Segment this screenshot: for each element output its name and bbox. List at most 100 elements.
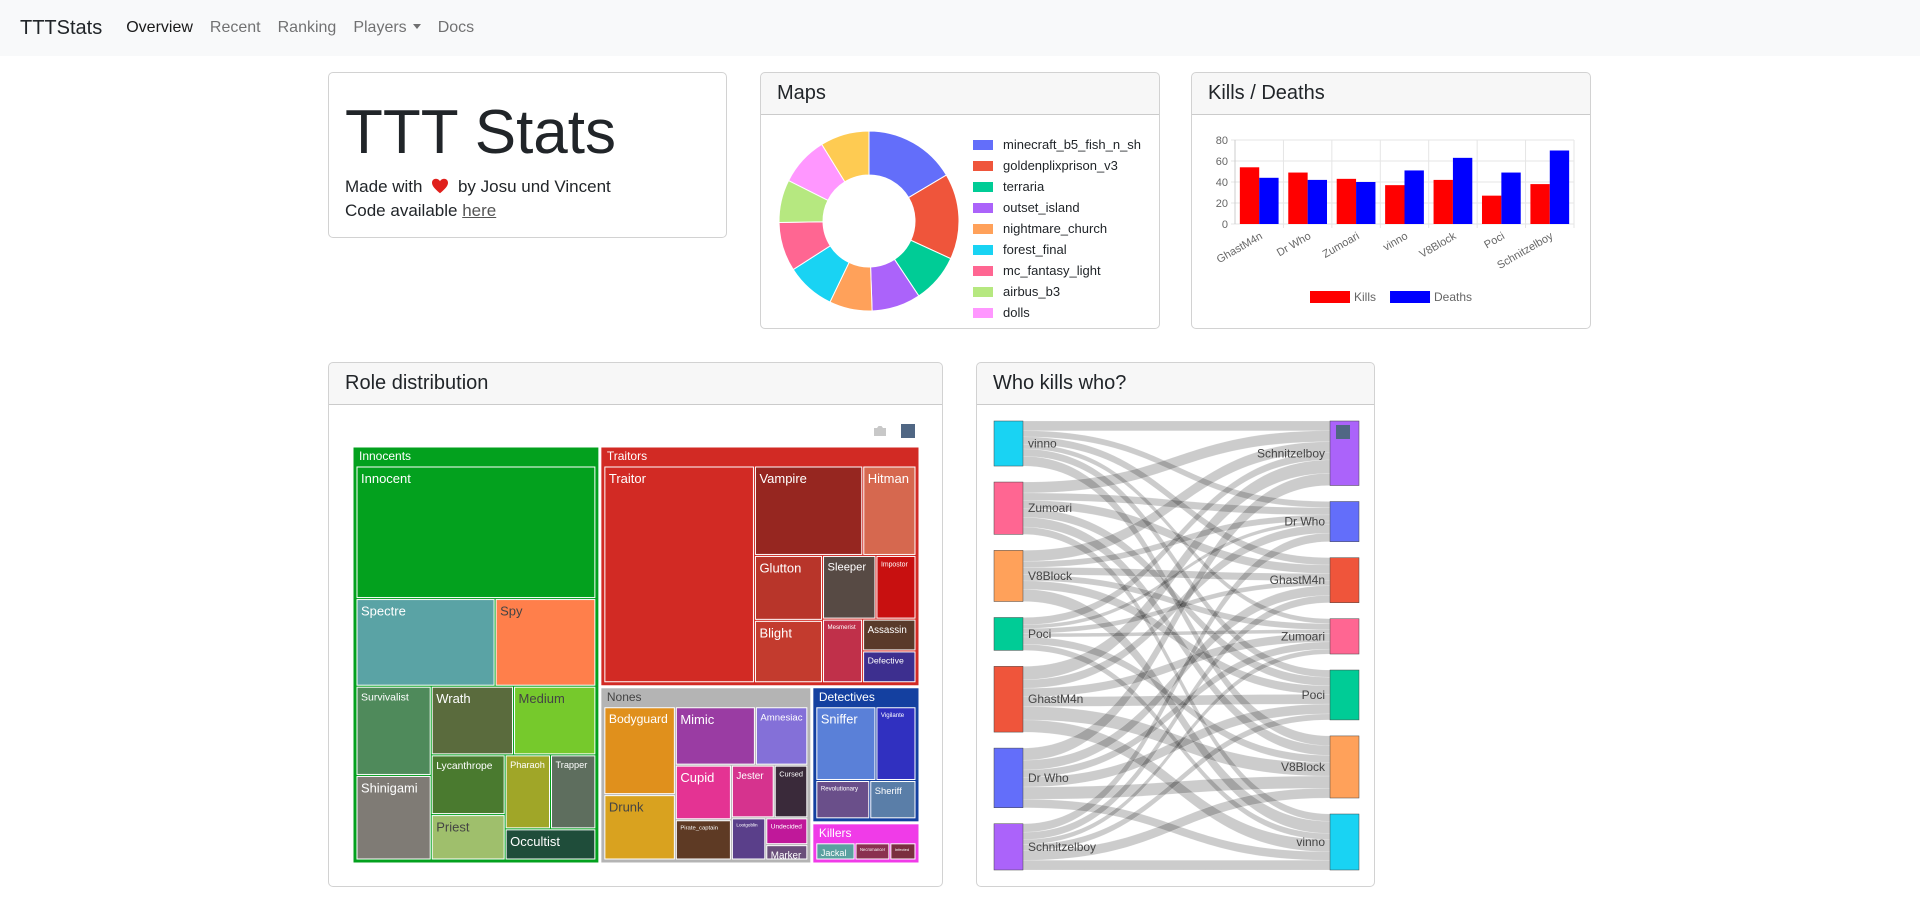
- role-label: Hitman: [868, 471, 909, 486]
- links: [1022, 420, 1331, 871]
- legend-label: Deaths: [1434, 290, 1472, 304]
- nav-link[interactable]: Docs: [437, 19, 475, 36]
- treemap: Innocents Innocent Spectre Spy Survivalist Sh…: [352, 424, 920, 864]
- kd-card: Kills / Deaths 0 20 40 60 80 GhastM4n Dr Who Zu…: [1191, 72, 1591, 329]
- nav-link[interactable]: Ranking: [277, 19, 337, 36]
- made-with: Made with by Josu und Vincent: [345, 175, 710, 199]
- node-label: Zumoari: [1028, 501, 1072, 515]
- legend-label: goldenplixprison_v3: [1003, 158, 1118, 173]
- maps-card: Maps minecraft_b5_fish_n_sh goldenplixpri…: [760, 72, 1160, 329]
- bar: [1385, 185, 1405, 224]
- node-label: Dr Who: [1028, 771, 1069, 785]
- role-box: [766, 818, 808, 845]
- role-box: [356, 686, 431, 775]
- role-label: Survivalist: [361, 692, 409, 704]
- camera-shape: [874, 426, 886, 436]
- intro-title: TTT Stats: [345, 98, 617, 167]
- bar: [1288, 172, 1308, 224]
- text: Made with: [345, 177, 423, 197]
- role-box: [431, 755, 505, 815]
- plotly-icon[interactable]: [901, 424, 915, 438]
- role-box: [855, 843, 890, 860]
- nav-link: Players: [353, 19, 407, 36]
- role-label: Sleeper: [828, 562, 867, 574]
- bar: [1452, 157, 1473, 224]
- role-label: Jackal: [821, 848, 847, 858]
- role-box: [731, 818, 766, 860]
- source-node: [993, 747, 1024, 808]
- role-box: [863, 619, 916, 651]
- node-label: V8Block: [1281, 760, 1326, 774]
- legend-item: terraria: [973, 176, 1158, 197]
- role-box: [816, 843, 855, 860]
- legend-item: goldenplixprison_v3: [973, 155, 1158, 176]
- modebar-icon[interactable]: [1336, 425, 1350, 439]
- target-node: [1329, 501, 1360, 542]
- code-link[interactable]: here: [462, 201, 497, 221]
- role-box: [876, 555, 916, 619]
- role-label: Wrath: [436, 691, 470, 706]
- role-label: Traitor: [609, 471, 647, 486]
- source-node: [993, 550, 1024, 602]
- role-box: [863, 651, 916, 683]
- role-label: Cupid: [680, 770, 714, 785]
- legend-swatch: [973, 182, 993, 192]
- legend-label: mc_fantasy_light: [1003, 263, 1101, 278]
- role-box: [675, 820, 731, 860]
- sankey-card: Who kills who? vinno Zumoari V8Block Poci Gh…: [976, 362, 1375, 887]
- legend-item: nightmare_church: [973, 218, 1158, 239]
- legend-label: airbus_b3: [1003, 284, 1061, 299]
- bar: [1549, 150, 1570, 224]
- legend-swatch: [973, 203, 993, 213]
- role-box: [495, 599, 596, 686]
- role-box: [755, 707, 808, 765]
- role-box: [604, 707, 675, 795]
- role-label: Pharaoh: [510, 760, 545, 770]
- legend-item: dolls: [973, 302, 1158, 323]
- legend-swatch: [1390, 291, 1431, 303]
- legend-swatch: [973, 245, 993, 255]
- x-tick-label: Dr Who: [1275, 230, 1313, 259]
- x-tick-label: GhastM4n: [1215, 230, 1265, 266]
- role-label: Vampire: [759, 471, 806, 486]
- y-tick-label: 0: [1222, 219, 1228, 231]
- x-tick-label: vinno: [1381, 230, 1410, 254]
- role-label: Medium: [519, 691, 565, 706]
- legend-swatch: [973, 287, 993, 297]
- role-label: Shinigami: [361, 780, 418, 795]
- link: [1022, 420, 1331, 431]
- heart-icon: [432, 178, 449, 194]
- bar: [1356, 182, 1376, 224]
- role-box: [823, 619, 863, 683]
- brand[interactable]: TTTStats: [20, 16, 103, 39]
- role-box: [766, 845, 808, 860]
- target-node: [1329, 813, 1360, 871]
- legend-item: outset_island: [973, 197, 1158, 218]
- legend-label: forest_final: [1003, 242, 1067, 257]
- role-label: Amnesiac: [760, 712, 802, 723]
- nav-link[interactable]: Recent: [209, 19, 261, 36]
- role-label: Mimic: [680, 712, 714, 727]
- source-node: [993, 823, 1024, 871]
- pie-slice: [821, 130, 870, 183]
- target-node: [1329, 669, 1360, 721]
- text: Code available: [345, 201, 458, 221]
- navbar: TTTStats Overview Recent Ranking Players…: [0, 0, 1920, 56]
- role-box: [870, 780, 916, 819]
- node-label: V8Block: [1028, 569, 1073, 583]
- role-label: Priest: [436, 820, 470, 835]
- source-node: [993, 420, 1024, 467]
- role-box: [514, 686, 596, 755]
- nav-dropdown[interactable]: Players: [353, 19, 421, 37]
- role-box: [431, 815, 505, 860]
- group-label: Nones: [607, 690, 642, 704]
- legend-swatch: [973, 161, 993, 171]
- role-label: Lycanthrope: [436, 761, 493, 772]
- nav-link[interactable]: Overview: [126, 19, 193, 36]
- bar: [1307, 179, 1328, 224]
- y-tick-label: 40: [1216, 177, 1228, 189]
- role-label: Pirate_captain: [680, 826, 718, 832]
- target-node: [1329, 618, 1360, 655]
- legend-label: terraria: [1003, 179, 1045, 194]
